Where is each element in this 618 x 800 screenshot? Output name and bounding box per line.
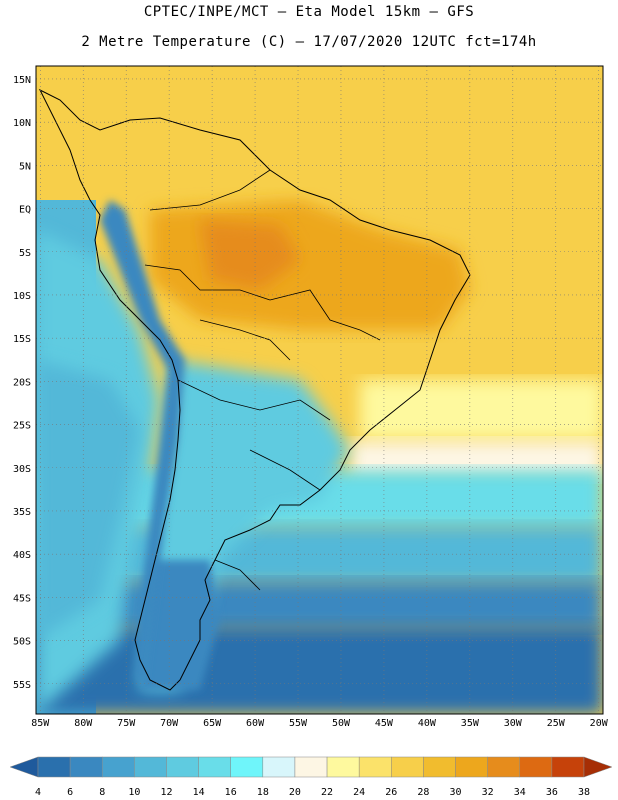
- longitude-label: 75W: [117, 718, 136, 729]
- colorbar-label: 30: [450, 787, 462, 798]
- latitude-label: 10N: [13, 118, 31, 129]
- colorbar-swatch: [519, 756, 553, 778]
- field-amazon-34: [200, 220, 300, 290]
- latitude-label: 15S: [13, 334, 31, 345]
- map-subtitle: 2 Metre Temperature (C) – 17/07/2020 12U…: [81, 34, 537, 50]
- colorbar-label: 36: [546, 787, 558, 798]
- colorbar-swatch: [101, 756, 135, 778]
- colorbar-swatch: [69, 756, 103, 778]
- field-andes: [100, 200, 185, 680]
- colorbar-label: 22: [321, 787, 333, 798]
- colorbar-swatch: [230, 756, 264, 778]
- colorbar-label: 34: [514, 787, 526, 798]
- colorbar-swatch: [391, 756, 424, 778]
- colorbar-swatch: [294, 756, 328, 778]
- colorbar-swatch: [37, 756, 71, 778]
- longitude-label: 35W: [461, 718, 480, 729]
- longitude-label: 80W: [74, 718, 93, 729]
- longitude-label: 50W: [332, 718, 351, 729]
- map-title: CPTEC/INPE/MCT – Eta Model 15km – GFS: [143, 4, 475, 20]
- latitude-label: EQ: [19, 205, 31, 216]
- colorbar-swatch: [455, 756, 488, 778]
- colorbar-swatch: [134, 756, 167, 778]
- colorbar-swatch: [262, 756, 296, 778]
- longitude-label: 40W: [418, 718, 437, 729]
- longitude-label: 65W: [203, 718, 222, 729]
- colorbar-label: 8: [99, 787, 105, 798]
- latitude-label: 55S: [13, 680, 31, 691]
- latitude-label: 45S: [13, 593, 31, 604]
- colorbar-label: 26: [385, 787, 397, 798]
- colorbar-swatch: [423, 756, 456, 778]
- latitude-label: 5N: [19, 161, 31, 172]
- colorbar-label: 18: [257, 787, 269, 798]
- coastline: [38, 88, 471, 691]
- field-8: [36, 580, 603, 630]
- longitude-label: 70W: [160, 718, 179, 729]
- field-patagonia: [140, 560, 220, 690]
- latitude-label: 10S: [13, 291, 31, 302]
- borders: [144, 169, 381, 591]
- colorbar-label: 24: [353, 787, 365, 798]
- colorbar-swatch: [358, 756, 392, 778]
- colorbar-label: 10: [128, 787, 140, 798]
- latitude-label: 35S: [13, 507, 31, 518]
- field-atlantic-24: [360, 380, 603, 440]
- colorbar-swatch: [551, 756, 585, 778]
- field-pacific-12: [36, 360, 140, 640]
- colorbar-label: 16: [225, 787, 237, 798]
- longitude-label: 45W: [375, 718, 394, 729]
- longitude-label: 25W: [547, 718, 566, 729]
- field-6: [36, 625, 603, 714]
- colorbar-label: 20: [289, 787, 301, 798]
- latitude-label: 20S: [13, 377, 31, 388]
- colorbar-max-arrow: [583, 756, 613, 778]
- latitude-label: 15N: [13, 75, 31, 86]
- latitude-label: 30S: [13, 464, 31, 475]
- colorbar-swatch: [326, 756, 360, 778]
- longitude-label: 30W: [504, 718, 523, 729]
- colorbar-swatch: [198, 756, 231, 778]
- colorbar-swatch: [487, 756, 521, 778]
- map-field: [36, 66, 603, 714]
- colorbar-min-arrow: [9, 756, 39, 778]
- latitude-label: 40S: [13, 550, 31, 561]
- colorbar-label: 14: [193, 787, 205, 798]
- colorbar-label: 38: [578, 787, 590, 798]
- longitude-label: 85W: [31, 718, 50, 729]
- colorbar-label: 32: [482, 787, 494, 798]
- colorbar-label: 6: [67, 787, 73, 798]
- longitude-label: 60W: [246, 718, 265, 729]
- latitude-label: 25S: [13, 421, 31, 432]
- colorbar-label: 28: [417, 787, 429, 798]
- colorbar: 4 6 8 10 12 14 16 18 20 22 24 26 28 30 32 34 36 38: [9, 756, 613, 798]
- longitude-label: 20W: [590, 718, 609, 729]
- graticule: [36, 66, 603, 714]
- longitude-labels: 85W 80W 75W 70W 65W 60W 55W 50W 45W 40W 35W 30W 25W 2…: [31, 718, 608, 729]
- colorbar-label: 4: [35, 787, 41, 798]
- latitude-labels: 15N 10N 5N EQ 5S 10S 15S 20S 25S 30S 35S 40S 45S 50S 5…: [13, 75, 31, 691]
- latitude-label: 5S: [19, 248, 31, 259]
- colorbar-swatch: [166, 756, 199, 778]
- longitude-label: 55W: [289, 718, 308, 729]
- latitude-label: 50S: [13, 637, 31, 648]
- colorbar-label: 12: [160, 787, 172, 798]
- map-frame: [35, 65, 604, 715]
